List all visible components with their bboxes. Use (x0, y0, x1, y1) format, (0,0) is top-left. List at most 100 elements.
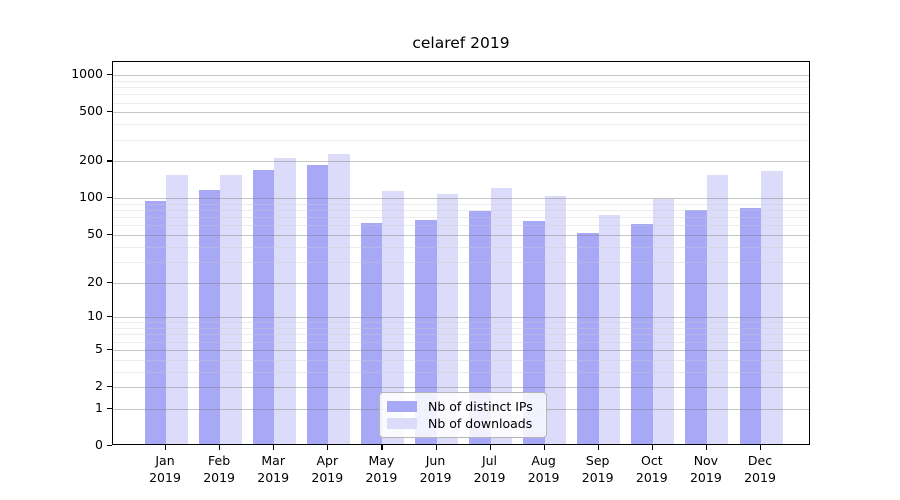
y-tick-label-2: 2 (95, 378, 103, 393)
x-tick-mark (597, 445, 599, 450)
gridline-4 (113, 359, 809, 361)
gridline-700 (113, 94, 809, 96)
legend-swatch-downloads (387, 418, 417, 429)
y-tick-mark (107, 281, 112, 283)
x-tick-label-mar: Mar 2019 (257, 453, 290, 485)
gridline-80 (113, 210, 809, 212)
x-tick-mark (165, 445, 167, 450)
bar-downloads-sep (598, 215, 621, 444)
gridline-200 (113, 161, 809, 163)
y-tick-label-50: 50 (87, 226, 103, 241)
x-tick-label-dec: Dec 2019 (744, 453, 776, 485)
bar-downloads-jun (436, 193, 458, 444)
bar-downloads-dec (761, 170, 783, 444)
bar-downloads-aug (544, 195, 567, 444)
bar-distinct-ips-mar (252, 170, 275, 444)
y-tick-label-10: 10 (87, 308, 103, 324)
bar-distinct-ips-jun (415, 220, 437, 444)
x-tick-label-oct: Oct 2019 (635, 453, 668, 485)
legend-label: Nb of distinct IPs (428, 399, 533, 414)
bar-downloads-apr (328, 154, 350, 444)
bar-downloads-jul (490, 188, 512, 444)
grid-layer (113, 62, 809, 444)
bar-distinct-ips-aug (523, 220, 545, 444)
y-tick-mark (107, 445, 112, 447)
x-tick-label-nov: Nov 2019 (689, 453, 722, 485)
bar-distinct-ips-jul (469, 210, 491, 444)
x-tick-mark (381, 445, 383, 450)
x-tick-mark (219, 445, 221, 450)
bar-downloads-may (382, 190, 404, 444)
y-tick-label-1000: 1000 (71, 66, 103, 82)
y-tick-label-0: 0 (95, 437, 103, 452)
x-tick-label-may: May 2019 (365, 453, 398, 485)
x-tick-label-jun: Jun 2019 (419, 453, 452, 485)
gridline-6 (113, 341, 809, 343)
bar-distinct-ips-dec (739, 208, 761, 444)
legend-label: Nb of downloads (428, 416, 533, 431)
gridline-30 (113, 261, 809, 263)
gridline-70 (113, 217, 809, 219)
gridline-300 (113, 139, 809, 141)
legend-swatch-distinct-ips (387, 401, 417, 412)
bar-distinct-ips-feb (198, 190, 221, 444)
legend-item-distinct-ips: Nb of distinct IPs (387, 398, 538, 415)
bar-downloads-feb (220, 174, 242, 444)
gridline-9 (113, 322, 809, 324)
gridline-10 (113, 317, 809, 319)
gridline-40 (113, 246, 809, 248)
bar-distinct-ips-nov (685, 210, 707, 444)
gridline-2 (113, 387, 809, 388)
gridline-100 (113, 198, 809, 200)
x-tick-label-apr: Apr 2019 (311, 453, 344, 485)
legend-item-downloads: Nb of downloads (387, 415, 538, 432)
bar-distinct-ips-sep (577, 233, 599, 444)
gridline-3 (113, 371, 809, 373)
y-tick-label-20: 20 (87, 273, 103, 289)
x-tick-mark (489, 445, 491, 450)
x-tick-mark (705, 445, 708, 450)
bar-distinct-ips-apr (306, 165, 329, 444)
x-tick-label-aug: Aug 2019 (527, 453, 560, 485)
gridline-900 (113, 80, 809, 82)
y-tick-mark (107, 160, 112, 162)
x-tick-mark (435, 445, 437, 450)
x-tick-label-jul: Jul 2019 (473, 453, 506, 485)
x-tick-mark (760, 445, 762, 450)
gridline-5 (113, 349, 809, 351)
bars-layer (113, 62, 809, 444)
x-tick-label-jan: Jan 2019 (149, 453, 181, 485)
gridline-7 (113, 334, 809, 336)
gridline-800 (113, 87, 809, 89)
gridline-1000 (113, 75, 809, 77)
bar-distinct-ips-oct (631, 224, 653, 444)
gridline-8 (113, 328, 809, 330)
y-tick-mark (107, 111, 112, 113)
x-tick-label-sep: Sep 2019 (581, 453, 614, 485)
y-tick-label-200: 200 (79, 152, 103, 168)
gridline-60 (113, 225, 809, 227)
y-tick-mark (107, 234, 112, 236)
y-tick-mark (107, 74, 112, 76)
bar-downloads-jan (166, 175, 188, 444)
gridline-50 (113, 235, 809, 236)
x-tick-mark (327, 445, 329, 450)
x-tick-label-feb: Feb 2019 (203, 453, 235, 485)
gridline-20 (113, 282, 809, 284)
gridline-400 (113, 124, 809, 126)
x-tick-mark (543, 445, 545, 450)
bar-distinct-ips-may (360, 222, 383, 444)
y-tick-mark (107, 386, 112, 388)
y-tick-mark (107, 197, 112, 199)
y-tick-mark (107, 316, 112, 318)
gridline-500 (113, 112, 809, 114)
y-tick-label-500: 500 (79, 103, 103, 119)
bar-distinct-ips-jan (144, 200, 166, 444)
gridline-600 (113, 102, 809, 104)
chart-title: celaref 2019 (412, 34, 510, 52)
y-tick-label-5: 5 (95, 340, 103, 356)
x-tick-mark (273, 445, 275, 450)
bar-downloads-mar (274, 158, 296, 444)
y-tick-mark (107, 407, 112, 409)
